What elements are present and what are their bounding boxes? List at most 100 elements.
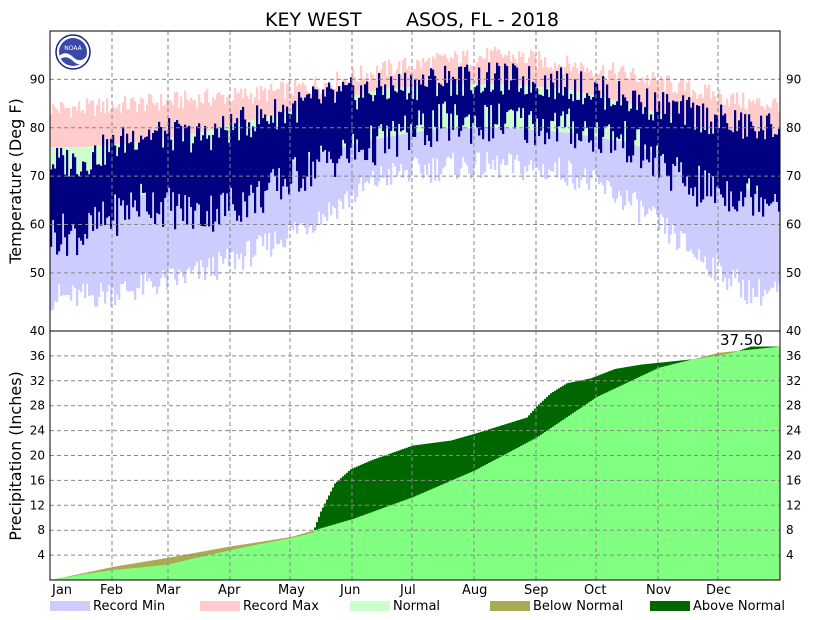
precip-normal-bar [438,485,441,580]
observed-temp-bar [616,101,619,138]
precip-normal-bar [312,532,315,580]
observed-temp-bar [140,135,143,184]
precip-below-normal-bar [208,550,211,556]
precip-normal-bar [470,472,473,580]
precip-normal-bar [204,555,207,580]
precip-normal-bar [404,500,407,580]
observed-temp-bar [248,122,251,196]
precip-below-normal-bar [238,545,241,549]
precip-below-normal-bar [732,351,735,353]
record-min-bar [310,155,313,224]
precip-normal-bar [750,349,753,580]
precip-below-normal-bar [122,565,125,570]
observed-temp-bar [586,93,589,128]
record-min-bar [554,131,557,163]
precip-below-normal-bar [240,544,243,549]
observed-temp-bar [764,139,767,200]
precip-normal-bar [562,419,565,580]
precip-above-normal-bar [444,441,447,484]
precip-normal-bar [136,567,139,580]
precip-normal-bar [472,471,475,580]
precip-below-normal-bar [294,535,297,538]
precip-above-normal-bar [362,463,365,516]
record-max-bar [270,83,273,116]
precip-normal-bar [588,402,591,580]
record-min-bar [176,186,179,285]
precip-normal-bar [214,553,217,580]
precip-below-normal-bar [108,567,111,571]
observed-temp-bar [726,123,729,182]
record-min-bar [638,146,641,224]
observed-temp-bar [660,119,663,156]
record-min-bar [184,184,187,284]
record-min-bar [238,174,241,260]
record-min-bar [296,159,299,234]
observed-temp-bar [430,68,433,147]
record-max-bar [626,78,629,104]
record-min-bar [284,163,287,248]
precip-normal-bar [636,378,639,580]
normal-range-bar [88,146,91,200]
normal-range-bar [438,84,441,129]
record-min-bar [622,141,625,211]
observed-temp-bar [652,120,655,177]
record-min-bar [442,127,445,169]
record-min-bar [292,161,295,231]
precip-above-normal-bar [746,347,749,350]
record-max-bar [216,93,219,129]
precip-above-normal-bar [672,361,675,365]
precip-below-normal-bar [158,559,161,566]
legend-label: Normal [393,599,440,614]
precip-above-normal-bar [390,453,393,506]
precip-below-normal-bar [102,569,105,572]
record-min-bar [464,127,467,163]
precip-normal-bar [720,355,723,580]
observed-temp-bar [136,149,139,212]
record-min-bar [642,148,645,207]
observed-temp-bar [578,99,581,141]
precip-tick-right: 16 [786,473,801,487]
precip-above-normal-bar [606,372,609,393]
observed-temp-bar [634,90,637,141]
record-max-bar [454,51,457,85]
record-min-bar [314,154,317,231]
precip-above-normal-bar [528,415,531,442]
observed-temp-bar [180,125,183,209]
precip-above-normal-bar [534,408,537,439]
observed-temp-bar [164,130,167,198]
precip-below-normal-bar [104,568,107,572]
record-min-bar [456,127,459,180]
observed-temp-bar [66,149,69,256]
observed-temp-bar [176,120,179,206]
record-min-bar [634,145,637,192]
record-min-bar [504,127,507,166]
precip-normal-bar [580,407,583,580]
precip-below-normal-bar [154,559,157,566]
observed-temp-bar [712,133,715,177]
precip-below-normal-bar [698,357,701,359]
record-min-bar [126,196,129,291]
precip-below-normal-bar [230,546,233,551]
record-min-bar [420,131,423,174]
observed-temp-bar [518,91,521,108]
record-max-bar [532,51,535,87]
precip-normal-bar [352,518,355,580]
precip-normal-bar [552,426,555,580]
record-min-bar [740,187,743,298]
observed-temp-bar [412,99,415,137]
record-max-bar [598,74,601,97]
record-max-bar [554,62,557,89]
observed-temp-bar [536,88,539,119]
record-min-bar [142,195,145,295]
month-label: Jul [399,583,416,598]
record-min-bar [90,199,93,295]
precip-above-normal-bar [578,380,581,410]
record-min-bar [496,127,499,156]
precip-normal-bar [696,358,699,580]
precip-tick-left: 8 [37,523,45,537]
record-max-bar [302,82,305,109]
precip-normal-bar [74,575,77,580]
observed-temp-bar [56,147,59,255]
precip-normal-bar [542,433,545,580]
record-min-bar [562,132,565,179]
